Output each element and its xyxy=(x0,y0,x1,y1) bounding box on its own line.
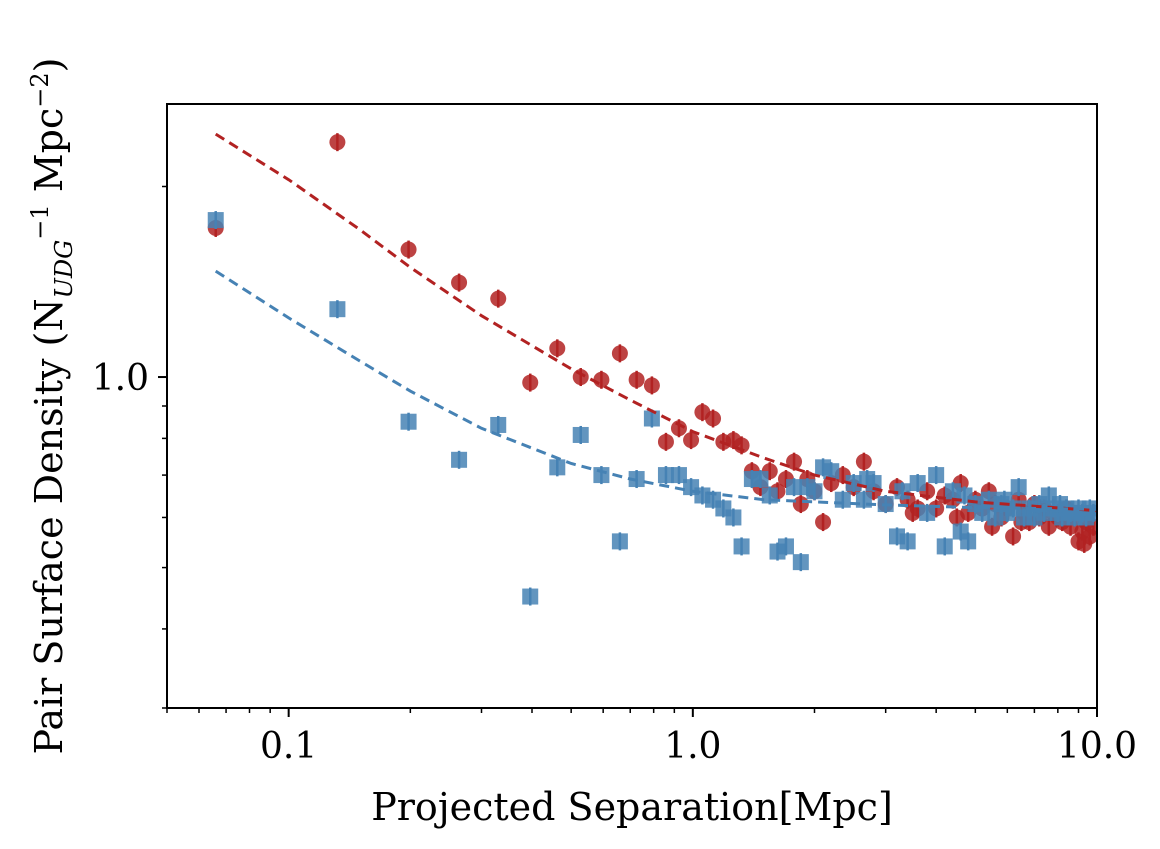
plot-frame xyxy=(166,103,1098,709)
x-axis-title: Projected Separation[Mpc] xyxy=(371,785,893,829)
y-axis-title-sup2: −2 xyxy=(26,72,54,107)
x-axis-ticks: 0.1 1.0 10.0 xyxy=(166,708,1137,767)
y-axis-title-mid: Mpc xyxy=(27,108,71,205)
red-fit-line xyxy=(214,132,1097,513)
y-axis-title-sub: UDG xyxy=(50,240,78,299)
x-tick-label: 10.0 xyxy=(1057,726,1137,767)
y-tick-label: 1.0 xyxy=(92,358,149,399)
y-axis-ticks: 1.0 xyxy=(92,185,167,709)
y-axis-title: Pair Surface Density (NUDG−1 Mpc−2) xyxy=(26,58,78,755)
x-tick-label: 0.1 xyxy=(260,726,317,767)
y-axis-title-suffix: ) xyxy=(27,58,71,73)
x-tick-label: 1.0 xyxy=(664,726,721,767)
blue-square-series xyxy=(207,211,1097,606)
y-axis-title-prefix: Pair Surface Density (N xyxy=(27,298,71,754)
y-axis-title-sup1: −1 xyxy=(26,204,54,239)
data-point-square xyxy=(1085,504,1097,521)
plot-area xyxy=(207,132,1097,606)
blue-fit-line xyxy=(214,269,1097,511)
